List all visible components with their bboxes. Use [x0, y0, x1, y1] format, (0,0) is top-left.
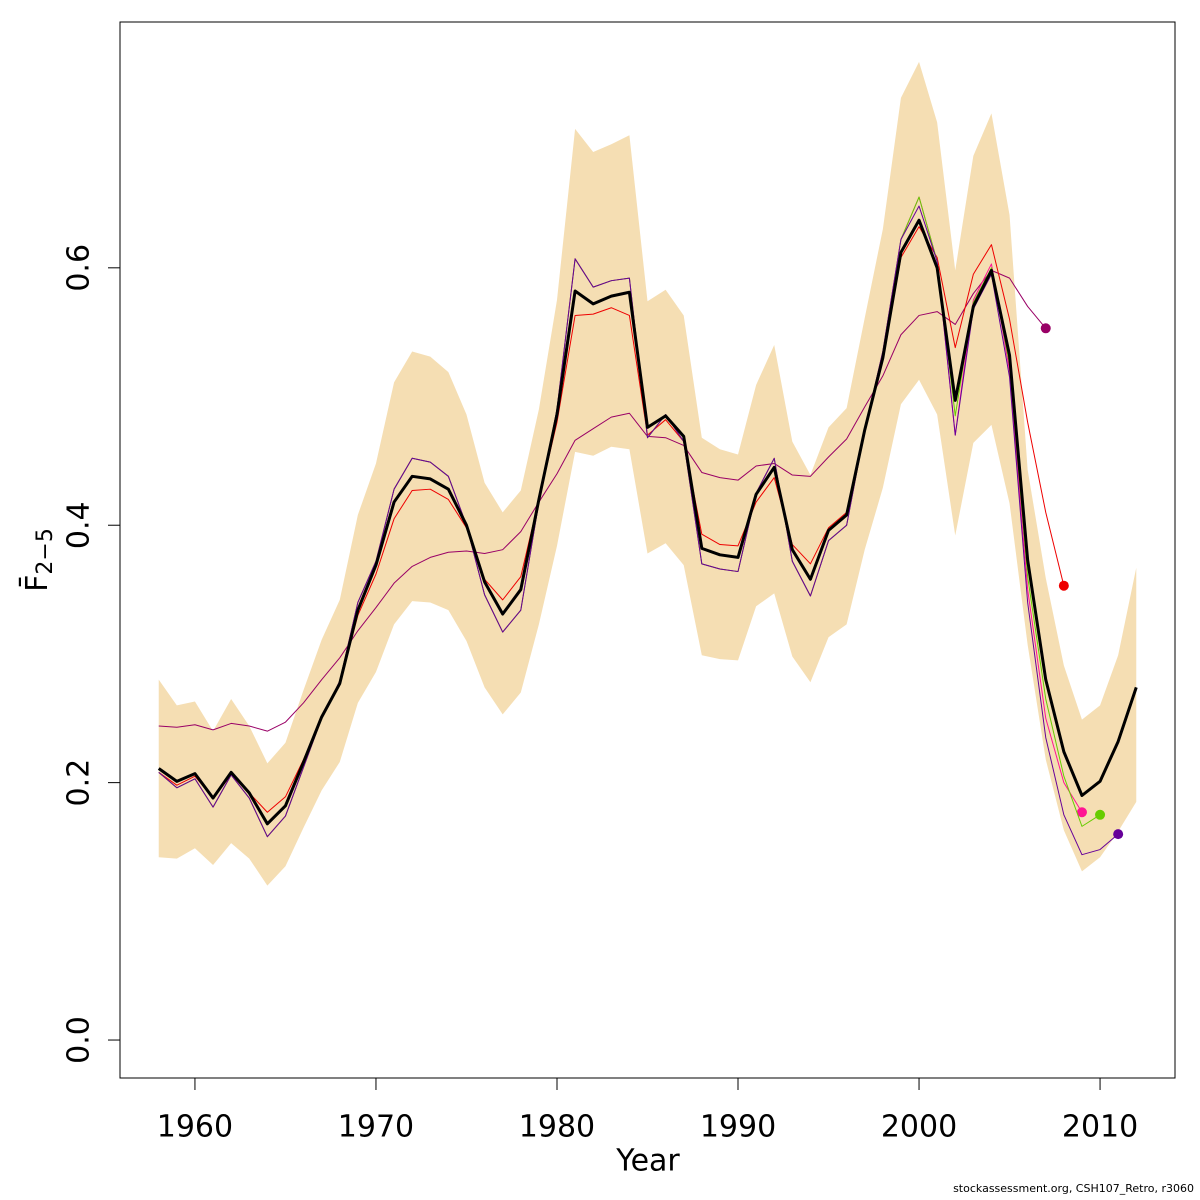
footnote: stockassessment.org, CSH107_Retro, r3060 [953, 1182, 1194, 1195]
y-tick-label: 0.0 [62, 1016, 97, 1064]
y-tick-label: 0.2 [62, 759, 97, 807]
end-point [1058, 580, 1069, 591]
x-tick-label: 1970 [338, 1110, 414, 1145]
y-axis-title-subscript: 2−5 [33, 528, 58, 574]
series-line [157, 218, 1138, 826]
y-axis-title-main: F̄ [18, 575, 54, 592]
x-tick-label: 2010 [1062, 1110, 1138, 1145]
end-point [1113, 829, 1124, 840]
end-point [1095, 809, 1106, 820]
x-tick-label: 1990 [700, 1110, 776, 1145]
end-point [1040, 323, 1051, 334]
y-tick-label: 0.6 [62, 244, 97, 292]
y-tick-label: 0.4 [62, 501, 97, 549]
x-axis-title: Year [615, 1144, 680, 1179]
end-point [1076, 807, 1087, 818]
x-tick-label: 1960 [157, 1110, 233, 1145]
confidence-band [158, 61, 1137, 886]
y-axis-title: F̄2−5 [18, 528, 58, 592]
x-tick-label: 2000 [881, 1110, 957, 1145]
x-tick-label: 1980 [519, 1110, 595, 1145]
series-line [158, 269, 1047, 732]
